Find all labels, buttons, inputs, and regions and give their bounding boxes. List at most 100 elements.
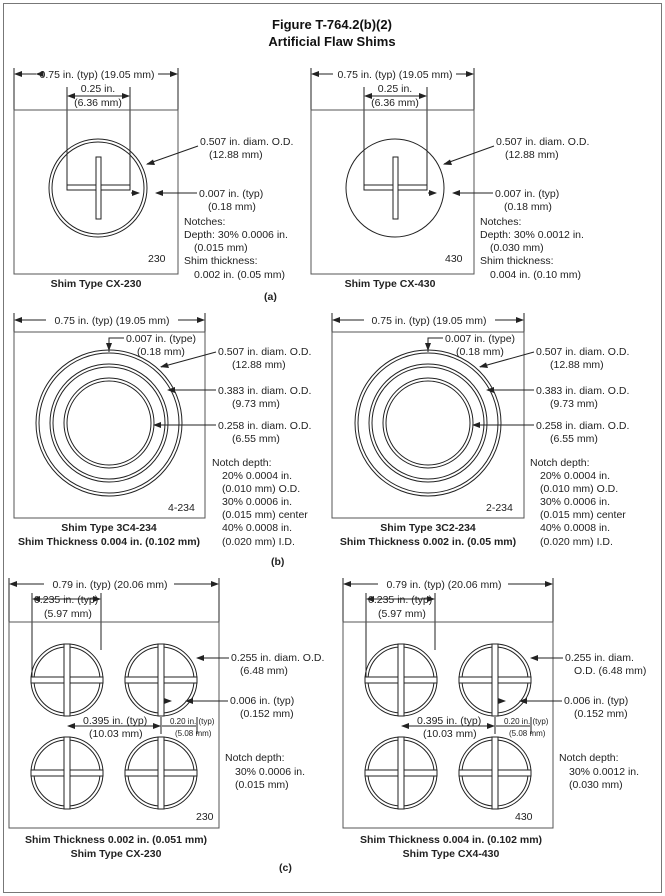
diameter-mm: (12.88 mm) [209, 149, 263, 161]
small-dim-in: 0.20 in. (typ) [504, 717, 549, 726]
spacing-in: 0.395 in. (typ) [83, 715, 147, 727]
outer-frame [3, 3, 662, 893]
spacing-mm: (10.03 mm) [423, 728, 477, 740]
notch-depth-2: (0.015 mm) [235, 779, 289, 791]
od-circle [48, 138, 148, 238]
diameter-label: 0.507 in. diam. O.D. [200, 136, 293, 148]
flaw-circle-bl [30, 736, 104, 810]
notch-width-in: 0.006 in. (typ) [230, 695, 294, 707]
shim-b-left: 0.75 in. (typ) (19.05 mm) 0.007 in. (typ… [13, 313, 311, 548]
notch-depth-1: 20% 0.0004 in. [222, 470, 292, 482]
flaw-circle-tl [364, 643, 438, 717]
shim-id-mark: 2-234 [486, 502, 513, 514]
shim-square [342, 621, 554, 829]
shim-id-mark: 430 [515, 811, 533, 823]
notch-depth-label: Notch depth: [530, 457, 590, 469]
shim-caption-type: Shim Type CX4-430 [403, 848, 500, 860]
notch-depth-6: (0.020 mm) I.D. [222, 536, 295, 548]
notch-depth-1: 30% 0.0006 in. [235, 766, 305, 778]
shim-caption-type: Shim Type 3C4-234 [61, 522, 157, 534]
shim-square [8, 621, 220, 829]
notch-mm: (0.18 mm) [456, 346, 504, 358]
section-a: 0.75 in. (typ) (19.05 mm) 0.25 in. (6.36… [13, 68, 589, 303]
notch-depth-3: 30% 0.0006 in. [540, 496, 610, 508]
shim-caption-thickness: Shim Thickness 0.002 in. (0.05 mm) [340, 536, 516, 548]
shim-caption-type: Shim Type 3C2-234 [380, 522, 476, 534]
notches-label: Notches: [480, 216, 521, 228]
od3-label: 0.258 in. diam. O.D. [218, 420, 311, 432]
diameter-mm: O.D. (6.48 mm) [574, 665, 646, 677]
flaw-circle-br [458, 736, 532, 810]
offset-dim-mm: (5.97 mm) [44, 608, 92, 620]
od3-label: 0.258 in. diam. O.D. [536, 420, 629, 432]
small-dim-mm: (5.08 mm) [509, 729, 546, 738]
notch-depth: Depth: 30% 0.0012 in. [480, 229, 584, 241]
shim-square [310, 109, 475, 275]
flaw-circle-bl [364, 736, 438, 810]
thickness-label: Shim thickness: [480, 255, 554, 267]
od2-circle [49, 363, 169, 483]
notch-depth-4: (0.015 mm) center [540, 509, 626, 521]
shim-id-mark: 230 [148, 253, 166, 265]
shim-c-right: 0.79 in. (typ) (20.06 mm) 0.235 in. (typ… [342, 578, 646, 860]
od1-mm: (12.88 mm) [550, 359, 604, 371]
section-b: 0.75 in. (typ) (19.05 mm) 0.007 in. (typ… [13, 313, 629, 568]
notch-depth-2: (0.010 mm) O.D. [540, 483, 618, 495]
notch-depth-label: Notch depth: [225, 752, 285, 764]
flaw-circle-br [124, 736, 198, 810]
notch-width-in: 0.007 in. (typ) [495, 188, 559, 200]
shim-caption-thickness: Shim Thickness 0.004 in. (0.102 mm) [18, 536, 200, 548]
offset-dim-mm: (6.36 mm) [74, 97, 122, 109]
notch-width-mm: (0.152 mm) [240, 708, 294, 720]
notch-width-in: 0.006 in. (typ) [564, 695, 628, 707]
offset-dim-in: 0.235 in. (typ) [34, 594, 98, 606]
shim-caption-thickness: Shim Thickness 0.002 in. (0.051 mm) [25, 834, 207, 846]
diameter-label: 0.507 in. diam. O.D. [496, 136, 589, 148]
shim-id-mark: 430 [445, 253, 463, 265]
notch-width-in: 0.007 in. (typ) [199, 188, 263, 200]
shim-a-left: 0.75 in. (typ) (19.05 mm) 0.25 in. (6.36… [13, 68, 293, 290]
notch-width-mm: (0.18 mm) [208, 201, 256, 213]
notch-depth-6: (0.020 mm) I.D. [540, 536, 613, 548]
diameter-label: 0.255 in. diam. O.D. [231, 652, 324, 664]
spacing-mm: (10.03 mm) [89, 728, 143, 740]
flaw-circle-tr [124, 643, 198, 717]
width-dimension: 0.75 in. (typ) (19.05 mm) [372, 315, 487, 327]
offset-dim-mm: (6.36 mm) [371, 97, 419, 109]
figure-title: Artificial Flaw Shims [268, 34, 395, 49]
notch-depth-mm: (0.015 mm) [194, 242, 248, 254]
flaw-circle-tr [458, 643, 532, 717]
od2-circle [368, 363, 488, 483]
notch-in: 0.007 in. (type) [126, 333, 196, 345]
diameter-mm: (12.88 mm) [505, 149, 559, 161]
od3-mm: (6.55 mm) [232, 433, 280, 445]
width-dimension: 0.75 in. (typ) (19.05 mm) [338, 69, 453, 81]
section-label-c: (c) [279, 862, 292, 874]
shim-id-mark: 230 [196, 811, 214, 823]
width-dimension: 0.75 in. (typ) (19.05 mm) [55, 315, 170, 327]
shim-id-mark: 4-234 [168, 502, 195, 514]
section-label-a: (a) [264, 291, 277, 303]
notch-width-mm: (0.152 mm) [574, 708, 628, 720]
od2-mm: (9.73 mm) [550, 398, 598, 410]
notch-depth-5: 40% 0.0008 in. [540, 522, 610, 534]
shim-caption-thickness: Shim Thickness 0.004 in. (0.102 mm) [360, 834, 542, 846]
shim-caption: Shim Type CX-230 [51, 278, 142, 290]
od3-mm: (6.55 mm) [550, 433, 598, 445]
notch-depth: Depth: 30% 0.0006 in. [184, 229, 288, 241]
shim-a-right: 0.75 in. (typ) (19.05 mm) 0.25 in. (6.36… [310, 68, 589, 290]
shim-b-right: 0.75 in. (typ) (19.05 mm) 0.007 in. (typ… [331, 313, 629, 548]
width-dimension: 0.79 in. (typ) (20.06 mm) [53, 579, 168, 591]
od2-label: 0.383 in. diam. O.D. [536, 385, 629, 397]
notch-in: 0.007 in. (type) [445, 333, 515, 345]
offset-dim-mm: (5.97 mm) [378, 608, 426, 620]
small-dim-mm: (5.08 mm) [175, 729, 212, 738]
notch-depth-mm: (0.030 mm) [490, 242, 544, 254]
od1-mm: (12.88 mm) [232, 359, 286, 371]
thickness-value: 0.002 in. (0.05 mm) [194, 269, 285, 281]
section-label-b: (b) [271, 556, 284, 568]
od2-mm: (9.73 mm) [232, 398, 280, 410]
width-dimension: 0.75 in. (typ) (19.05 mm) [40, 69, 155, 81]
notch-mm: (0.18 mm) [137, 346, 185, 358]
